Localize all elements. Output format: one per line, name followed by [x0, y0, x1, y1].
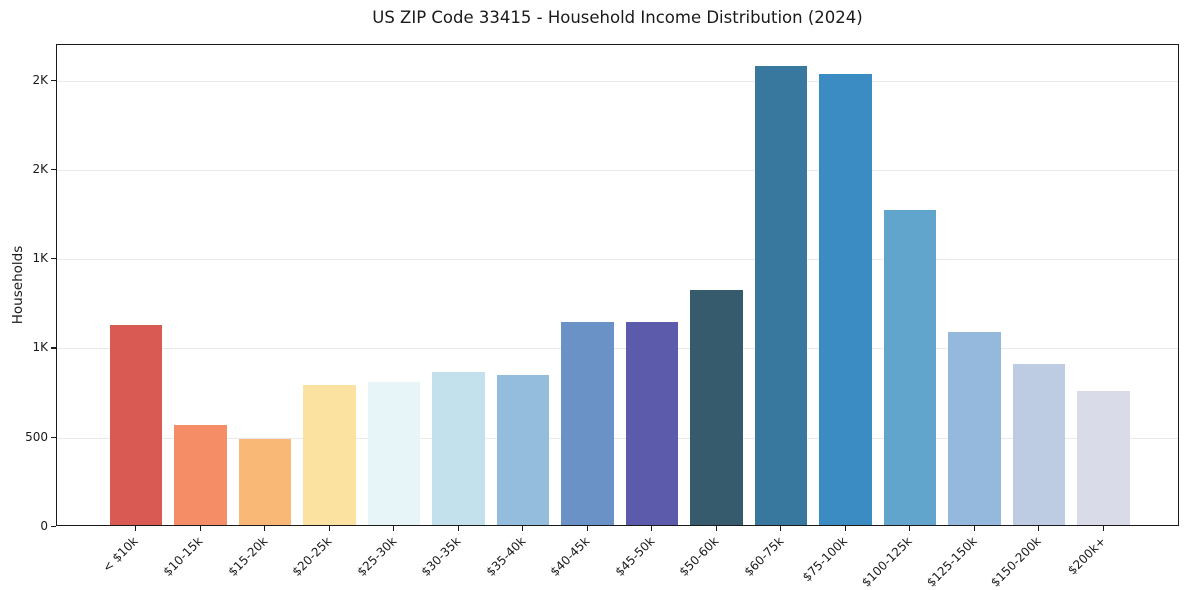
bar-45-50k	[625, 322, 679, 525]
bar-10-15k	[174, 425, 227, 525]
gridline	[57, 169, 1178, 171]
x-tick-mark	[780, 526, 782, 531]
x-tick-mark	[328, 526, 330, 531]
y-tick-mark	[51, 347, 56, 349]
x-tick-label: $20-25k	[289, 534, 335, 579]
x-tick-label: $40-45k	[547, 534, 593, 579]
x-tick-label: $15-20k	[225, 534, 270, 579]
y-tick-label: 2K	[32, 72, 48, 87]
bar-60-75k	[754, 66, 808, 525]
x-tick-label: $25-30k	[354, 534, 399, 579]
chart-title: US ZIP Code 33415 - Household Income Dis…	[372, 8, 863, 27]
x-tick-mark	[973, 526, 975, 531]
y-tick-label: 500	[25, 429, 48, 444]
bar-200k	[1077, 391, 1130, 525]
gridline	[57, 80, 1178, 82]
gridline	[57, 259, 1178, 261]
y-tick-label: 1K	[32, 340, 48, 355]
x-tick-label: $100-125k	[859, 534, 915, 590]
x-tick-mark	[844, 526, 846, 531]
y-tick-label: 2K	[32, 161, 48, 176]
bar-100-125k	[883, 209, 937, 525]
bar-125-150k	[948, 332, 1001, 525]
x-tick-mark	[393, 526, 395, 531]
y-tick-mark	[51, 436, 56, 438]
x-tick-mark	[264, 526, 266, 531]
x-tick-label: $200k+	[1064, 534, 1109, 578]
x-tick-mark	[135, 526, 137, 531]
gridline	[57, 437, 1178, 439]
x-tick-label: $10-15k	[160, 534, 206, 579]
gridline	[57, 348, 1178, 350]
y-tick-mark	[51, 79, 56, 81]
plot-area	[56, 44, 1179, 526]
bar-30-35k	[432, 372, 485, 525]
x-tick-label: $150-200k	[988, 534, 1044, 590]
x-tick-mark	[1038, 526, 1040, 531]
x-tick-mark	[199, 526, 201, 531]
x-tick-label: $75-100k	[800, 534, 851, 585]
bar-50-60k	[690, 290, 743, 525]
y-tick-mark	[51, 258, 56, 260]
x-tick-mark	[457, 526, 459, 531]
x-tick-label: $60-75k	[741, 534, 786, 579]
x-tick-label: $35-40k	[483, 534, 528, 579]
x-tick-label: $45-50k	[612, 534, 657, 579]
y-tick-mark	[51, 168, 56, 171]
bar-75-100k	[819, 74, 872, 525]
bar-15-20k	[238, 439, 292, 525]
y-tick-label: 1K	[32, 251, 48, 266]
bar-35-40k	[496, 375, 550, 525]
x-tick-mark	[909, 526, 911, 531]
x-tick-mark	[586, 526, 588, 531]
y-tick-mark	[51, 526, 56, 528]
bar-150-200k	[1012, 364, 1066, 525]
x-tick-label: $125-150k	[923, 534, 980, 590]
bar-10k	[109, 325, 163, 525]
bar-40-45k	[561, 321, 614, 525]
x-tick-label: $50-60k	[676, 534, 722, 579]
y-tick-label: 0	[40, 519, 48, 533]
x-tick-label: $30-35k	[418, 534, 464, 579]
bar-20-25k	[303, 384, 356, 525]
x-tick-label: < $10k	[100, 534, 141, 575]
x-tick-mark	[715, 526, 717, 531]
bar-25-30k	[367, 382, 421, 525]
x-tick-mark	[1102, 526, 1104, 531]
x-tick-mark	[522, 526, 524, 531]
x-tick-mark	[651, 526, 653, 531]
